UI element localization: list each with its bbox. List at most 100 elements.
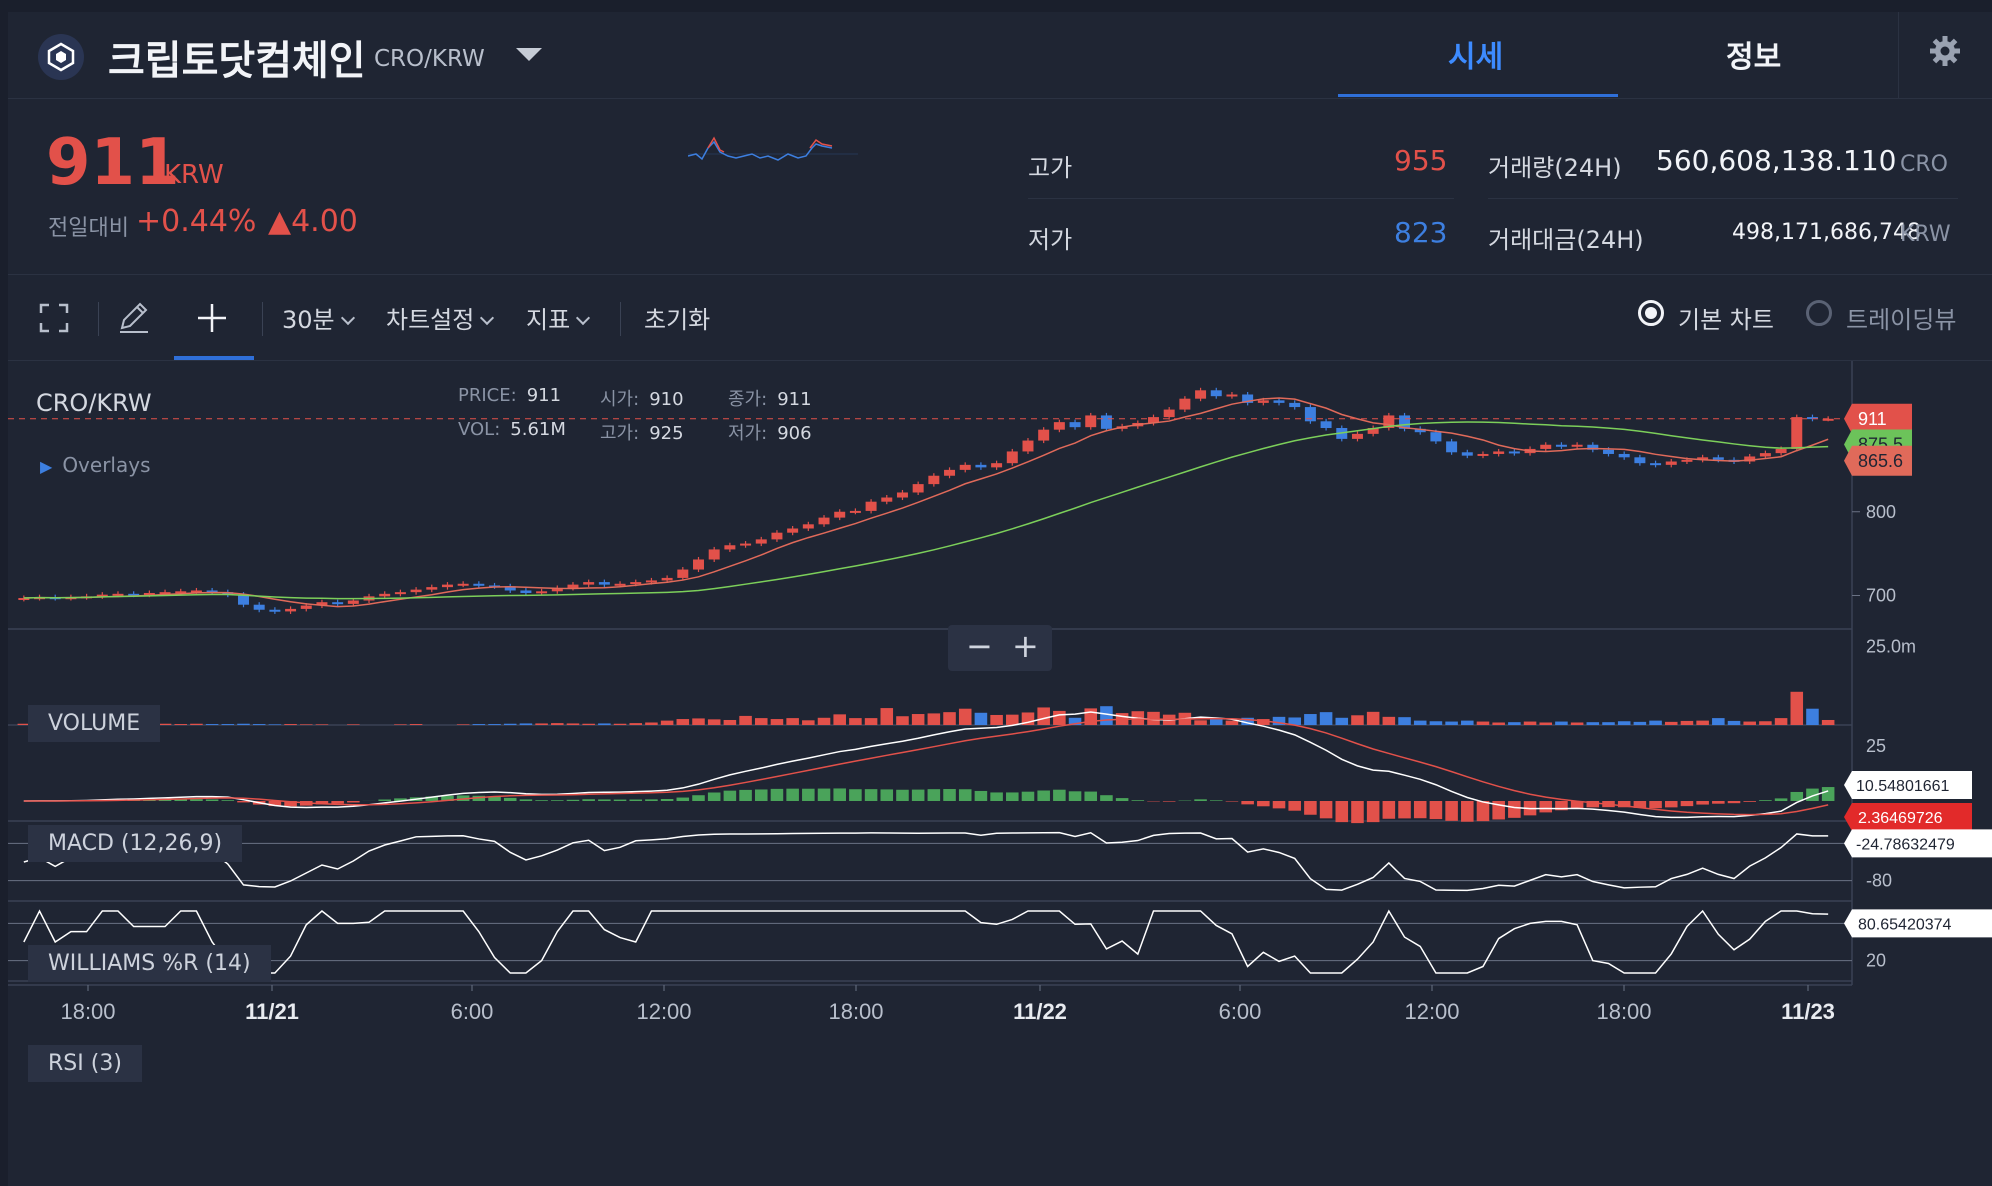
price-summary: 911 KRW 전일대비 +0.44% ▲4.00 고가 955 저가 823 …	[8, 98, 1992, 275]
volume-bar	[299, 724, 313, 725]
macd-histogram-bar	[1727, 801, 1741, 804]
volume-bar	[1382, 716, 1396, 725]
macd-histogram-bar	[1586, 801, 1600, 808]
macd-histogram-bar	[1288, 801, 1301, 811]
macd-histogram-bar	[864, 789, 878, 801]
volume-bar	[488, 724, 501, 725]
macd-histogram-bar	[425, 796, 439, 801]
volume-bar	[1539, 722, 1553, 725]
high-label: 고가	[1028, 154, 1073, 182]
price-chart[interactable]: 800700911875.5865.625.0m2510.548016612.3…	[8, 361, 1992, 1186]
candle-body	[457, 583, 469, 586]
candle-body	[175, 591, 187, 594]
macd-histogram-bar	[456, 795, 470, 801]
volume-bar	[645, 722, 658, 725]
candle-body	[1461, 452, 1473, 456]
macd-histogram-bar	[1649, 801, 1662, 809]
candle-body	[143, 592, 155, 595]
amount-value: 498,171,686,748	[1732, 220, 1921, 245]
vol-label: VOL:	[458, 419, 501, 440]
candle-body	[1650, 463, 1662, 466]
candle-body	[1508, 451, 1520, 454]
volume-bar	[660, 720, 674, 725]
macd-histogram-bar	[1633, 801, 1647, 808]
volume-bar	[1649, 720, 1662, 725]
macd-histogram-bar	[1084, 791, 1098, 801]
candle-body	[583, 582, 595, 585]
williams-tick-label: -80	[1866, 871, 1892, 891]
chevron-down-icon[interactable]	[516, 48, 542, 61]
tradingview-label[interactable]: 트레이딩뷰	[1846, 306, 1957, 334]
macd-histogram-bar	[551, 800, 564, 801]
open-value: 910	[649, 389, 684, 410]
candle-body	[755, 539, 767, 544]
active-tool-underline	[174, 356, 254, 360]
gear-icon[interactable]	[1928, 34, 1962, 72]
chart-settings-dropdown[interactable]: 차트설정	[386, 300, 495, 335]
candle-body	[645, 580, 657, 583]
macd-histogram-bar	[535, 800, 548, 801]
zoom-in-button[interactable]: +	[1012, 627, 1039, 665]
macd-histogram-bar	[1209, 800, 1223, 801]
macd-histogram-bar	[1115, 798, 1129, 801]
radio-tradingview[interactable]	[1806, 300, 1832, 326]
x-tick-label: 18:00	[828, 999, 883, 1024]
macd-histogram-bar	[1790, 791, 1804, 801]
volume-bar	[1461, 720, 1474, 725]
rsi-line	[23, 909, 1829, 974]
macd-histogram-bar	[315, 801, 329, 805]
macd-histogram-bar	[629, 799, 643, 801]
candle-body	[959, 464, 971, 470]
radio-basic-chart[interactable]	[1638, 300, 1664, 326]
chart-area[interactable]: 800 700 911 875.5 865.6 25.0m 25 10.54801661 2.3…	[8, 361, 1992, 1186]
rsi-tag-bg	[1844, 909, 1992, 938]
fullscreen-icon[interactable]	[38, 302, 70, 338]
candle-body	[1006, 451, 1018, 464]
zoom-out-button[interactable]: −	[966, 627, 993, 665]
basic-chart-label[interactable]: 기본 차트	[1678, 306, 1774, 334]
volume-bar	[1241, 717, 1254, 725]
volume-bar	[676, 719, 690, 725]
volume-bar	[566, 723, 580, 725]
macd-histogram-bar	[158, 799, 172, 801]
volume-bar	[817, 717, 831, 725]
candle-body	[1226, 394, 1238, 397]
candle-body	[285, 608, 297, 612]
candle-body	[316, 602, 328, 606]
overlays-toggle[interactable]: ▶ Overlays	[40, 453, 151, 477]
candle-body	[504, 586, 516, 591]
candle-body	[661, 577, 673, 581]
pencil-icon[interactable]	[116, 300, 152, 340]
volume-bar	[1759, 721, 1772, 725]
crosshair-icon[interactable]	[194, 300, 230, 340]
macd-histogram-bar	[205, 799, 219, 801]
indicators-dropdown[interactable]: 지표	[526, 300, 591, 335]
candle-body	[787, 528, 799, 533]
reset-button[interactable]: 초기화	[644, 306, 711, 334]
current-price: 911	[46, 126, 180, 200]
macd-histogram-bar	[237, 801, 250, 803]
williams-tag-bg	[1844, 829, 1992, 858]
macd-histogram-bar	[1257, 801, 1270, 807]
volume-bar	[315, 724, 329, 725]
tab-info[interactable]: 정보	[1726, 40, 1782, 75]
candle-body	[1351, 433, 1363, 439]
volume-bar	[833, 714, 846, 725]
candle-body	[991, 463, 1003, 468]
candle-body	[740, 543, 752, 546]
candle-body	[253, 604, 265, 610]
rsi-value-tag: 80.65420374	[1858, 916, 1952, 933]
interval-dropdown[interactable]: 30분	[282, 300, 355, 335]
macd-histogram-bar	[849, 789, 862, 801]
candle-body	[771, 532, 783, 540]
volume-bar	[1586, 722, 1600, 725]
macd-histogram-bar	[394, 798, 407, 801]
macd-panel-label: MACD (12,26,9)	[28, 825, 243, 862]
macd-histogram-bar	[1617, 801, 1631, 808]
williams-value-tag: -24.78632479	[1856, 836, 1955, 853]
coin-pair: CRO/KRW	[374, 46, 485, 72]
candle-body	[1493, 451, 1505, 454]
macd-histogram-bar	[1696, 801, 1709, 805]
tab-quote[interactable]: 시세	[1448, 40, 1504, 75]
candle-body	[18, 598, 30, 601]
